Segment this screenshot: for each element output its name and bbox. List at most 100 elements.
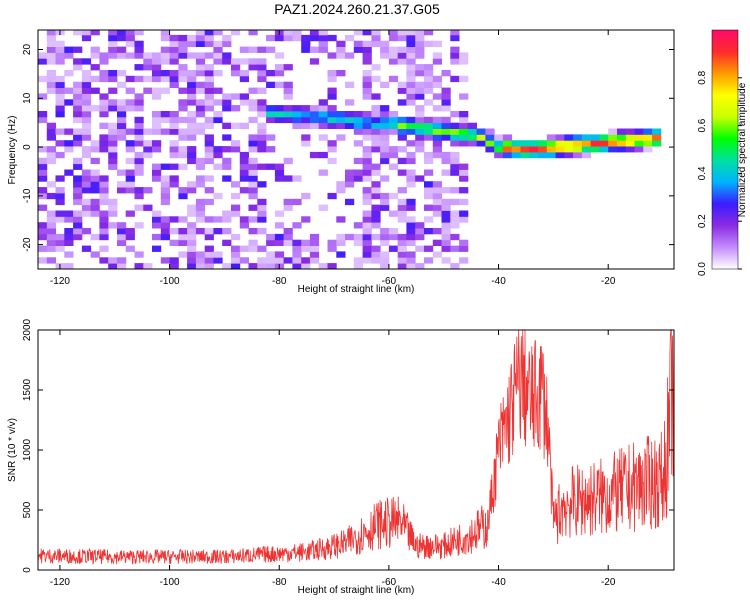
spectrogram-cell — [318, 46, 328, 53]
spectrogram-cell — [266, 111, 276, 118]
spectrogram-cell — [371, 210, 381, 217]
spectrogram-cell — [327, 87, 337, 94]
spectrogram-cell — [108, 134, 118, 141]
spectrogram-cell — [90, 187, 100, 194]
spectrogram-cell — [424, 228, 434, 235]
top-y-tick-label: -10 — [22, 188, 33, 203]
spectrogram-cell — [362, 58, 372, 65]
spectrogram-cell — [73, 99, 83, 106]
spectrogram-cell — [204, 105, 214, 112]
spectrogram-cell — [406, 116, 416, 124]
spectrogram-cell — [169, 128, 179, 135]
spectrogram-cell — [81, 228, 92, 235]
spectrogram-cell — [195, 122, 206, 129]
spectrogram-cell — [397, 187, 407, 194]
spectrogram-cell — [178, 75, 188, 83]
spectrogram-cell — [388, 122, 399, 129]
spectrogram-cell — [266, 263, 276, 270]
spectrogram-cell — [441, 233, 451, 241]
spectrogram-cell — [318, 34, 328, 42]
spectrogram-cell — [248, 46, 258, 53]
spectrogram-cell — [117, 134, 127, 141]
spectrogram-cell — [117, 52, 127, 59]
spectrogram-cell — [187, 181, 197, 188]
spectrogram-cell — [257, 216, 267, 223]
top-x-axis-label: Height of straight line (km) — [298, 284, 415, 295]
spectrogram-cell — [432, 204, 442, 211]
spectrogram-cell — [117, 169, 127, 176]
spectrogram-cell — [195, 251, 206, 258]
spectrogram-cell — [309, 122, 320, 129]
spectrogram-cell — [38, 233, 48, 241]
spectrogram-cell — [301, 40, 311, 47]
spectrogram-cell — [494, 134, 504, 141]
spectrogram-cell — [152, 245, 162, 252]
colorbar-tick-label: 0.0 — [697, 262, 708, 276]
spectrogram-cell — [617, 146, 627, 153]
spectrogram-cell — [195, 175, 206, 182]
top-x-tick-label: -20 — [601, 276, 616, 287]
spectrogram-cell — [318, 169, 328, 176]
spectrogram-cell — [73, 64, 83, 71]
top-y-axis-label: Frequency (Hz) — [7, 116, 18, 185]
spectrogram-cell — [353, 122, 363, 129]
spectrogram-cell — [81, 34, 92, 42]
spectrogram-cell — [424, 192, 434, 200]
spectrogram-cell — [441, 198, 451, 206]
spectrogram-cell — [117, 233, 127, 241]
spectrogram-cell — [415, 228, 425, 235]
spectrogram-cell — [362, 81, 372, 88]
spectrogram-cell — [538, 151, 548, 159]
spectrogram-cell — [546, 151, 556, 159]
spectrogram-cell — [160, 52, 170, 59]
spectrogram-cell — [283, 116, 293, 124]
top-x-ticks: -120 -100 -80 -60 -40 -20 — [50, 30, 616, 287]
spectrogram-cell — [362, 251, 372, 258]
spectrogram-cell — [160, 128, 170, 135]
spectrogram-cell — [187, 75, 197, 83]
spectrogram-cell — [380, 40, 390, 47]
spectrogram-cell — [353, 30, 363, 36]
spectrogram-cell — [125, 210, 135, 217]
bottom-y-axis-label: SNR (10 * v/v) — [7, 418, 18, 482]
spectrogram-cell — [257, 87, 267, 94]
spectrogram-cell — [117, 128, 127, 135]
spectrogram-cell — [318, 151, 328, 159]
spectrogram-cell — [424, 216, 434, 223]
spectrogram-cell — [590, 140, 600, 147]
spectrogram-cell — [231, 245, 241, 252]
spectrogram-cell — [55, 46, 65, 53]
spectrogram-cell — [125, 181, 135, 188]
spectrogram-cell — [64, 216, 74, 223]
spectrogram-cell — [362, 116, 372, 124]
spectrogram-cell — [353, 175, 363, 182]
spectrogram-cell — [231, 64, 241, 71]
spectrogram-cell — [283, 233, 293, 241]
spectrogram-cell — [353, 257, 363, 264]
spectrogram-cell — [362, 239, 372, 246]
spectrogram-cell — [362, 216, 372, 223]
spectrogram-cell — [46, 151, 56, 159]
spectrogram-cell — [406, 70, 416, 77]
spectrogram-cell — [459, 58, 469, 65]
spectrogram-cell — [55, 105, 65, 112]
spectrogram-cell — [450, 187, 460, 194]
spectrogram-cell — [152, 75, 162, 83]
spectrogram-cell — [169, 216, 179, 223]
spectrogram-cell — [46, 157, 56, 165]
spectrogram-cell — [73, 222, 83, 229]
spectrogram-cell — [64, 52, 74, 59]
spectrogram-cell — [555, 146, 565, 153]
spectrogram-cell — [38, 187, 48, 194]
spectrogram-cell — [55, 128, 65, 135]
spectrogram-cell — [55, 198, 65, 206]
spectrogram-cell — [187, 116, 197, 124]
spectrogram-cell — [441, 151, 451, 159]
spectrogram-cell — [388, 128, 399, 135]
spectrogram-cell — [187, 204, 197, 211]
spectrogram-cell — [125, 228, 135, 235]
spectrogram-cell — [239, 169, 249, 176]
spectrogram-cell — [222, 122, 232, 129]
spectrogram-cell — [432, 93, 442, 100]
